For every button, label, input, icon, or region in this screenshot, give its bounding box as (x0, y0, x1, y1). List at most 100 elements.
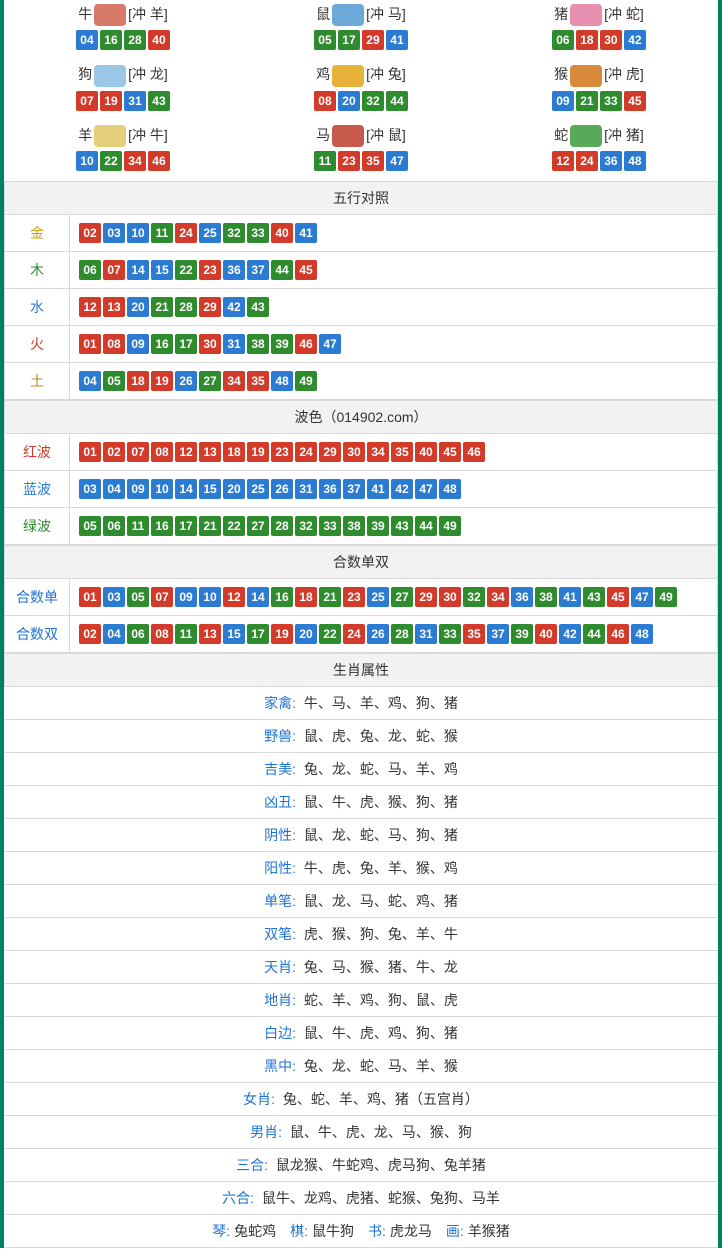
number-ball: 09 (127, 334, 149, 354)
attr-cell: 男肖: 鼠、牛、虎、龙、马、猴、狗 (5, 1115, 718, 1148)
number-ball: 48 (439, 479, 461, 499)
heshu-title: 合数单双 (5, 545, 718, 578)
number-ball: 08 (314, 91, 336, 111)
number-ball: 38 (247, 334, 269, 354)
attr-val: 鼠、龙、马、蛇、鸡、猪 (300, 893, 458, 909)
table-row: 蓝波03040910141520252631363741424748 (5, 470, 718, 507)
attr-cell: 双笔: 虎、猴、狗、兔、羊、牛 (5, 917, 718, 950)
number-ball: 20 (127, 297, 149, 317)
row-label: 蓝波 (5, 470, 70, 507)
number-ball: 39 (271, 334, 293, 354)
number-ball: 42 (223, 297, 245, 317)
attr-val: 兔、蛇、羊、鸡、猪（五宫肖） (279, 1091, 479, 1107)
number-ball: 39 (511, 624, 533, 644)
number-ball: 31 (295, 479, 317, 499)
zodiac-clash: [冲 羊] (128, 6, 168, 22)
attr-val: 鼠牛狗 (312, 1223, 368, 1239)
zodiac-name: 狗 (78, 66, 92, 82)
attr-val: 兔、龙、蛇、马、羊、猴 (300, 1058, 458, 1074)
number-ball: 04 (103, 624, 125, 644)
number-ball: 28 (271, 516, 293, 536)
number-ball: 02 (79, 223, 101, 243)
table-row: 绿波05061116172122272832333839434449 (5, 507, 718, 544)
zodiac-nums: 11233547 (242, 149, 480, 173)
number-ball: 45 (624, 91, 646, 111)
table-row: 合数单0103050709101214161821232527293032343… (5, 578, 718, 615)
number-ball: 42 (559, 624, 581, 644)
row-label: 金 (5, 214, 70, 251)
row-label: 火 (5, 325, 70, 362)
zodiac-grid: 牛[冲 羊]04162840鼠[冲 马]05172941猪[冲 蛇]061830… (4, 0, 718, 181)
number-ball: 05 (127, 587, 149, 607)
number-ball: 21 (199, 516, 221, 536)
attr-cell: 女肖: 兔、蛇、羊、鸡、猪（五宫肖） (5, 1082, 718, 1115)
row-nums: 0103050709101214161821232527293032343638… (70, 578, 718, 615)
attr-key: 阳性: (264, 860, 296, 876)
attr-key: 三合: (236, 1157, 268, 1173)
number-ball: 11 (151, 223, 173, 243)
number-ball: 29 (362, 30, 384, 50)
number-ball: 29 (199, 297, 221, 317)
attr-row: 凶丑: 鼠、牛、虎、猴、狗、猪 (5, 785, 718, 818)
number-ball: 24 (295, 442, 317, 462)
attr-row: 女肖: 兔、蛇、羊、鸡、猪（五宫肖） (5, 1082, 718, 1115)
number-ball: 08 (151, 624, 173, 644)
zodiac-clash: [冲 蛇] (604, 6, 644, 22)
number-ball: 19 (100, 91, 122, 111)
row-label: 水 (5, 288, 70, 325)
number-ball: 11 (175, 624, 197, 644)
number-ball: 02 (79, 624, 101, 644)
attr-key: 女肖: (243, 1091, 275, 1107)
number-ball: 39 (367, 516, 389, 536)
attr-cell: 白边: 鼠、牛、虎、鸡、狗、猪 (5, 1016, 718, 1049)
number-ball: 28 (391, 624, 413, 644)
number-ball: 43 (391, 516, 413, 536)
number-ball: 26 (271, 479, 293, 499)
row-label: 红波 (5, 433, 70, 470)
attr-row: 白边: 鼠、牛、虎、鸡、狗、猪 (5, 1016, 718, 1049)
row-nums: 02031011242532334041 (70, 214, 718, 251)
attr-val: 鼠龙猴、牛蛇鸡、虎马狗、兔羊猪 (272, 1157, 486, 1173)
zodiac-clash: [冲 鼠] (366, 127, 406, 143)
zodiac-label: 羊[冲 牛] (4, 125, 242, 147)
number-ball: 27 (391, 587, 413, 607)
number-ball: 30 (199, 334, 221, 354)
number-ball: 11 (314, 151, 336, 171)
number-ball: 35 (391, 442, 413, 462)
number-ball: 05 (79, 516, 101, 536)
number-ball: 44 (386, 91, 408, 111)
zodiac-clash: [冲 马] (366, 6, 406, 22)
number-ball: 18 (127, 371, 149, 391)
attrs-title: 生肖属性 (5, 653, 718, 686)
zodiac-label: 蛇[冲 猪] (480, 125, 718, 147)
number-ball: 17 (175, 516, 197, 536)
number-ball: 10 (76, 151, 98, 171)
row-label: 绿波 (5, 507, 70, 544)
number-ball: 22 (319, 624, 341, 644)
number-ball: 38 (343, 516, 365, 536)
number-ball: 08 (151, 442, 173, 462)
attr-key: 吉美: (264, 761, 296, 777)
number-ball: 33 (600, 91, 622, 111)
number-ball: 49 (439, 516, 461, 536)
zodiac-cell: 蛇[冲 猪]12243648 (480, 121, 718, 181)
number-ball: 08 (103, 334, 125, 354)
number-ball: 38 (535, 587, 557, 607)
zodiac-cell: 猴[冲 虎]09213345 (480, 60, 718, 120)
attr-row: 吉美: 兔、龙、蛇、马、羊、鸡 (5, 752, 718, 785)
number-ball: 29 (415, 587, 437, 607)
number-ball: 06 (79, 260, 101, 280)
zodiac-nums: 07193143 (4, 89, 242, 113)
number-ball: 41 (295, 223, 317, 243)
attr-key: 白边: (264, 1025, 296, 1041)
attr-cell: 凶丑: 鼠、牛、虎、猴、狗、猪 (5, 785, 718, 818)
row-label: 木 (5, 251, 70, 288)
number-ball: 09 (127, 479, 149, 499)
animal-icon (332, 4, 364, 26)
number-ball: 06 (552, 30, 574, 50)
number-ball: 28 (124, 30, 146, 50)
attr-row: 阳性: 牛、虎、兔、羊、猴、鸡 (5, 851, 718, 884)
number-ball: 32 (295, 516, 317, 536)
animal-icon (332, 65, 364, 87)
number-ball: 10 (127, 223, 149, 243)
